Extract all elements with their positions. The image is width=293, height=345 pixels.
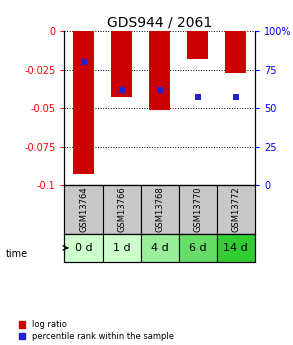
Bar bbox=[225, 31, 246, 73]
Legend: log ratio, percentile rank within the sample: log ratio, percentile rank within the sa… bbox=[19, 321, 174, 341]
Bar bbox=[73, 31, 94, 174]
Bar bbox=[179, 185, 217, 234]
Text: GSM13770: GSM13770 bbox=[193, 187, 202, 232]
Bar bbox=[111, 31, 132, 97]
Text: GSM13766: GSM13766 bbox=[117, 187, 126, 232]
Bar bbox=[149, 31, 170, 110]
Bar bbox=[103, 185, 141, 234]
Text: 0 d: 0 d bbox=[75, 243, 92, 253]
Bar bbox=[217, 185, 255, 234]
Bar bbox=[64, 185, 103, 234]
Text: 6 d: 6 d bbox=[189, 243, 207, 253]
Bar bbox=[217, 234, 255, 262]
Bar bbox=[179, 234, 217, 262]
Bar bbox=[141, 185, 179, 234]
Text: 1 d: 1 d bbox=[113, 243, 130, 253]
Text: GSM13764: GSM13764 bbox=[79, 187, 88, 232]
Bar bbox=[103, 234, 141, 262]
Bar bbox=[141, 234, 179, 262]
Bar bbox=[187, 31, 208, 59]
Text: GSM13772: GSM13772 bbox=[231, 187, 240, 232]
Title: GDS944 / 2061: GDS944 / 2061 bbox=[107, 16, 212, 30]
Text: 4 d: 4 d bbox=[151, 243, 168, 253]
Text: time: time bbox=[6, 249, 28, 258]
Bar bbox=[64, 234, 103, 262]
Text: 14 d: 14 d bbox=[224, 243, 248, 253]
Text: GSM13768: GSM13768 bbox=[155, 187, 164, 232]
